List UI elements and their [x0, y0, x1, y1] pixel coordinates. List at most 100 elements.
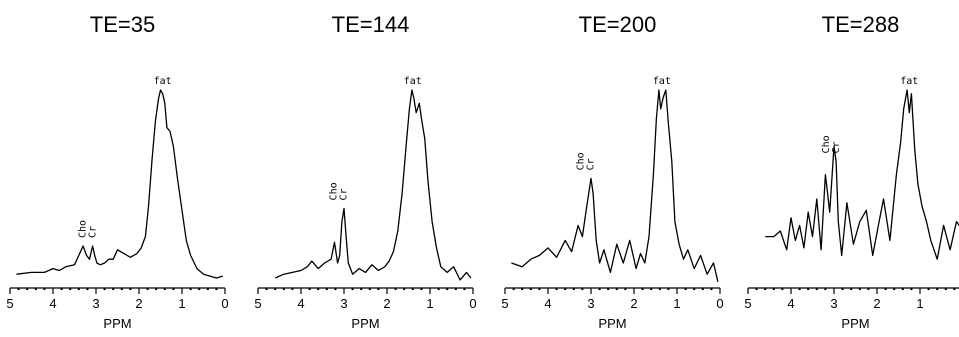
x-minor-tick — [867, 287, 870, 291]
x-tick-label: 5 — [254, 296, 261, 311]
x-minor-tick — [927, 287, 930, 291]
x-minor-tick — [274, 287, 277, 291]
x-tick-label: 4 — [787, 296, 794, 311]
x-minor-tick — [317, 287, 320, 291]
x-minor-tick — [43, 287, 46, 291]
x-minor-tick — [60, 287, 63, 291]
x-minor-tick — [403, 287, 406, 291]
x-minor-tick — [772, 287, 775, 291]
x-minor-tick — [798, 287, 801, 291]
x-minor-tick — [265, 287, 268, 291]
x-minor-tick — [858, 287, 861, 291]
peak-label-cr: Cr — [586, 158, 597, 170]
x-tick-label: 5 — [501, 296, 508, 311]
x-minor-tick — [77, 287, 81, 291]
x-tick-label: 1 — [178, 296, 185, 311]
peak-label-cho: Cho — [821, 135, 832, 153]
x-minor-tick — [163, 287, 166, 291]
x-minor-tick — [325, 287, 328, 291]
x-tick-label: 2 — [873, 296, 880, 311]
x-minor-tick — [564, 287, 567, 291]
x-minor-tick — [26, 287, 29, 291]
x-minor-tick — [377, 287, 380, 291]
x-minor-tick — [572, 287, 575, 291]
x-tick-label: 1 — [916, 296, 923, 311]
spectrum-line — [511, 89, 719, 282]
peak-label-cho: Cho — [77, 220, 88, 238]
x-minor-tick — [693, 287, 696, 291]
x-minor-tick — [282, 287, 285, 291]
peak-label-cho: Cho — [328, 182, 339, 200]
x-axis-label: PPM — [841, 316, 869, 331]
panel-2: TE=144 fat Cho Cr 5 4 3 2 1 0 PPM — [254, 12, 476, 331]
x-minor-tick — [206, 287, 209, 291]
x-minor-tick — [755, 287, 758, 291]
x-axis-label: PPM — [351, 316, 379, 331]
x-minor-tick — [598, 287, 601, 291]
x-tick-label: 4 — [544, 296, 551, 311]
x-minor-tick — [394, 287, 397, 291]
x-axis-label: PPM — [103, 316, 131, 331]
x-minor-tick — [658, 287, 661, 291]
x-tick-label: 5 — [744, 296, 751, 311]
x-tick-label: 2 — [630, 296, 637, 311]
x-minor-tick — [824, 287, 827, 291]
x-minor-tick — [953, 287, 956, 291]
x-minor-tick — [172, 287, 175, 291]
x-minor-tick — [146, 287, 149, 291]
x-tick-label: 0 — [469, 296, 476, 311]
x-minor-tick — [667, 287, 670, 291]
x-tick-label: 1 — [673, 296, 680, 311]
x-minor-tick — [884, 287, 887, 291]
x-tick-label: 3 — [587, 296, 594, 311]
peak-label-cr: Cr — [338, 188, 349, 200]
x-tick-label: 2 — [383, 296, 390, 311]
x-minor-tick — [334, 287, 337, 291]
panel-3: TE=200 fat Cho Cr 5 4 3 2 1 0 PPM — [501, 12, 723, 331]
x-minor-tick — [764, 287, 767, 291]
x-minor-tick — [815, 287, 818, 291]
x-minor-tick — [901, 287, 904, 291]
x-minor-tick — [910, 287, 913, 291]
x-minor-tick — [710, 287, 713, 291]
x-minor-tick — [893, 287, 896, 291]
x-minor-tick — [17, 287, 20, 291]
x-tick-label: 0 — [716, 296, 723, 311]
panel-title: TE=288 — [822, 12, 900, 37]
x-tick-label: 2 — [135, 296, 142, 311]
peak-label-fat: fat — [154, 76, 172, 87]
x-tick-label: 3 — [340, 296, 347, 311]
x-minor-tick — [650, 287, 653, 291]
x-minor-tick — [103, 287, 106, 291]
x-axis-label: PPM — [598, 316, 626, 331]
x-tick-label: 1 — [426, 296, 433, 311]
x-minor-tick — [850, 287, 853, 291]
peak-label-fat: fat — [900, 76, 918, 87]
x-minor-tick — [581, 287, 584, 291]
x-minor-tick — [841, 287, 844, 291]
x-minor-tick — [129, 287, 132, 291]
x-minor-tick — [420, 287, 423, 291]
panel-1: TE=35 fat Cho Cr 5 4 3 2 1 0 PPM — [6, 12, 228, 331]
x-minor-tick — [529, 287, 532, 291]
x-tick-label: 5 — [6, 296, 13, 311]
x-minor-tick — [454, 287, 457, 291]
x-minor-tick — [120, 287, 124, 291]
x-minor-tick — [521, 287, 524, 291]
peak-label-cho: Cho — [576, 152, 587, 170]
x-minor-tick — [607, 287, 610, 291]
x-minor-tick — [155, 287, 158, 291]
x-minor-tick — [368, 287, 371, 291]
x-minor-tick — [86, 287, 89, 291]
x-minor-tick — [807, 287, 810, 291]
panel-4: TE=288fatChoCr543210PPM — [744, 12, 959, 331]
x-minor-tick — [308, 287, 311, 291]
x-minor-tick — [944, 287, 947, 291]
x-minor-tick — [198, 287, 201, 291]
x-minor-tick — [215, 287, 218, 291]
x-minor-tick — [624, 287, 627, 291]
panel-title: TE=144 — [332, 12, 410, 37]
x-minor-tick — [641, 287, 644, 291]
x-minor-tick — [684, 287, 687, 291]
